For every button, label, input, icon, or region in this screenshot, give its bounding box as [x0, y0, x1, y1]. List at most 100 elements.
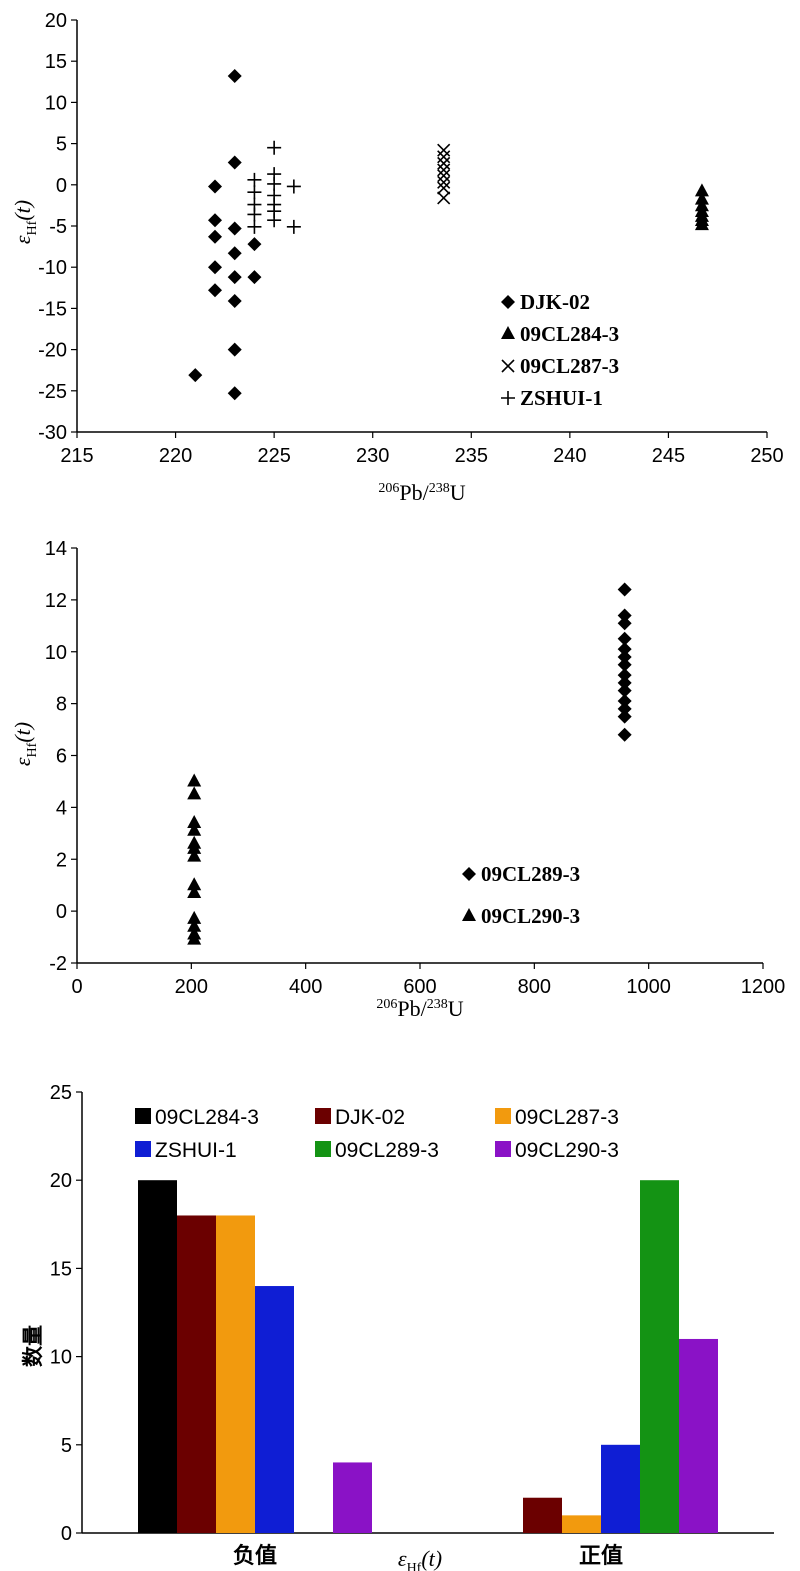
legend-label: 09CL287-3 — [515, 1106, 619, 1129]
legend-swatch-09cl289-3 — [315, 1141, 331, 1157]
data-point-djk-02 — [227, 293, 242, 308]
data-point-09cl289-3 — [617, 616, 632, 631]
x-tick-label: 225 — [257, 445, 290, 467]
legend-label: 09CL287-3 — [520, 354, 619, 378]
data-point-djk-02 — [208, 213, 222, 228]
y-tick-label: -2 — [49, 953, 67, 975]
data-point-09cl290-3 — [187, 910, 202, 924]
data-point-djk-02 — [208, 283, 222, 298]
data-point-09cl287-3 — [437, 169, 451, 183]
bar-zshui-1 — [601, 1444, 640, 1533]
legend-label: 09CL284-3 — [155, 1106, 259, 1129]
data-point-09cl289-3 — [617, 668, 632, 683]
legend-label: 09CL290-3 — [481, 904, 580, 928]
data-point-09cl289-3 — [617, 642, 632, 657]
data-point-09cl290-3 — [187, 814, 202, 828]
legend-marker-09cl284-3 — [501, 326, 515, 339]
y-tick-label: 12 — [45, 590, 67, 612]
x-tick-label: 215 — [60, 445, 93, 467]
y-tick-label: 10 — [50, 1347, 72, 1369]
y-tick-label: 20 — [50, 1170, 72, 1192]
data-point-zshui-1 — [247, 207, 262, 222]
bar-09cl289-3 — [640, 1180, 679, 1533]
data-point-09cl287-3 — [437, 175, 451, 189]
y-tick-label: -5 — [49, 216, 67, 238]
legend-marker-zshui-1 — [501, 391, 515, 405]
legend-label: 09CL290-3 — [515, 1139, 619, 1162]
data-point-09cl289-3 — [617, 649, 632, 664]
data-point-zshui-1 — [247, 185, 262, 200]
data-point-09cl287-3 — [437, 156, 451, 170]
data-point-09cl290-3 — [187, 884, 202, 898]
x-tick-label: 1000 — [626, 976, 671, 998]
x-tick-label: 400 — [289, 976, 322, 998]
y-tick-label: -20 — [38, 340, 67, 362]
data-point-zshui-1 — [247, 172, 262, 187]
y-tick-label: 6 — [56, 746, 67, 768]
bar-djk-02 — [523, 1497, 562, 1533]
data-point-09cl290-3 — [187, 840, 202, 854]
legend-label: DJK-02 — [520, 290, 590, 314]
legend-label: 09CL284-3 — [520, 322, 619, 346]
data-point-09cl287-3 — [437, 191, 451, 205]
data-point-djk-02 — [227, 342, 242, 357]
legend-swatch-djk-02 — [315, 1108, 331, 1124]
legend-label: ZSHUI-1 — [520, 386, 603, 410]
data-point-09cl289-3 — [617, 701, 632, 716]
bar-09cl287-3 — [562, 1515, 601, 1533]
y-tick-label: 14 — [45, 538, 67, 560]
legend-marker-09cl290-3 — [462, 908, 476, 921]
legend-marker-09cl287-3 — [501, 359, 515, 373]
legend-swatch-09cl287-3 — [495, 1108, 511, 1124]
legend-marker-09cl289-3 — [462, 867, 476, 881]
y-axis-title: 数量 — [21, 1325, 45, 1367]
data-point-zshui-1 — [286, 219, 301, 234]
data-point-09cl289-3 — [617, 727, 632, 742]
x-tick-label: 800 — [518, 976, 551, 998]
y-tick-label: 0 — [61, 1523, 72, 1545]
y-tick-label: 5 — [56, 134, 67, 156]
data-point-djk-02 — [188, 368, 203, 383]
data-point-09cl289-3 — [617, 657, 632, 672]
legend-swatch-zshui-1 — [135, 1141, 151, 1157]
data-point-djk-02 — [208, 179, 222, 194]
y-tick-label: 0 — [56, 175, 67, 197]
data-point-09cl290-3 — [187, 877, 202, 891]
bar-09cl290-3 — [333, 1462, 372, 1533]
legend-label: DJK-02 — [335, 1106, 405, 1129]
data-point-zshui-1 — [247, 219, 262, 234]
x-tick-label: 250 — [750, 445, 783, 467]
data-point-djk-02 — [227, 155, 242, 170]
x-tick-label: 1200 — [741, 976, 786, 998]
data-point-09cl290-3 — [187, 773, 202, 787]
data-point-09cl289-3 — [617, 694, 632, 709]
data-point-09cl284-3 — [694, 183, 709, 197]
legend-swatch-09cl284-3 — [135, 1108, 151, 1124]
y-tick-label: -10 — [38, 257, 67, 279]
data-point-djk-02 — [227, 69, 242, 84]
y-tick-label: -30 — [38, 422, 67, 444]
bar-09cl290-3 — [679, 1338, 718, 1533]
bar-chart: 0 5 10 15 20 25 负值 正值 09CL284-3 DJK-02 09CL287-3 Z… — [21, 1082, 774, 1571]
x-axis-title: εHf(t) — [398, 1546, 442, 1571]
y-tick-label: 20 — [45, 10, 67, 32]
y-tick-label: 2 — [56, 849, 67, 871]
legend-label: 09CL289-3 — [481, 862, 580, 886]
legend-marker-djk-02 — [501, 295, 515, 309]
y-tick-label: 4 — [56, 797, 67, 819]
data-point-09cl290-3 — [187, 918, 202, 932]
y-tick-label: -25 — [38, 381, 67, 403]
x-tick-label: 220 — [159, 445, 192, 467]
data-point-djk-02 — [227, 246, 242, 261]
data-point-djk-02 — [208, 260, 222, 275]
data-point-zshui-1 — [286, 179, 301, 194]
y-tick-label: 15 — [50, 1258, 72, 1280]
data-point-djk-02 — [247, 237, 262, 252]
data-point-09cl289-3 — [617, 631, 632, 646]
data-point-09cl287-3 — [437, 163, 451, 177]
data-point-zshui-1 — [267, 213, 282, 228]
y-tick-label: 10 — [45, 642, 67, 664]
x-tick-label: 235 — [455, 445, 488, 467]
bar-djk-02 — [177, 1215, 216, 1533]
